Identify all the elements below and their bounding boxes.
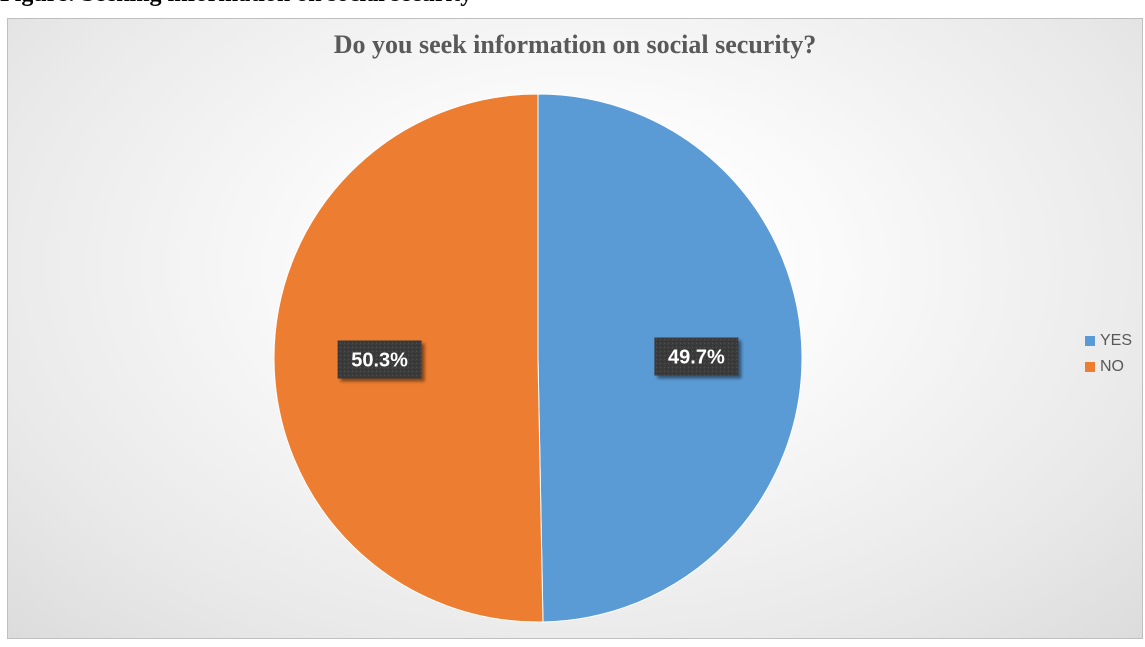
data-label-box-no <box>337 340 422 379</box>
data-label-text-yes: 49.7% <box>668 347 725 369</box>
legend: YES NO <box>1085 328 1132 380</box>
legend-label-yes: YES <box>1100 332 1133 349</box>
pie-chart: 49.7% 50.3% <box>273 93 803 623</box>
legend-swatch-no <box>1085 362 1095 372</box>
data-label-text-no: 50.3% <box>351 349 408 371</box>
data-label-yes: 49.7% <box>654 337 739 376</box>
figure-caption-strip: Figure: Seeking information on social se… <box>0 0 1145 18</box>
legend-item-yes: YES <box>1085 328 1132 354</box>
legend-item-no: NO <box>1085 354 1132 380</box>
legend-label-no: NO <box>1100 358 1124 375</box>
chart-area: Do you seek information on social securi… <box>7 18 1143 639</box>
data-label-no: 50.3% <box>337 340 422 379</box>
data-label-box-yes <box>654 337 739 376</box>
figure-caption: Figure: Seeking information on social se… <box>0 0 472 8</box>
chart-title: Do you seek information on social securi… <box>333 30 817 59</box>
legend-swatch-yes <box>1085 336 1095 346</box>
